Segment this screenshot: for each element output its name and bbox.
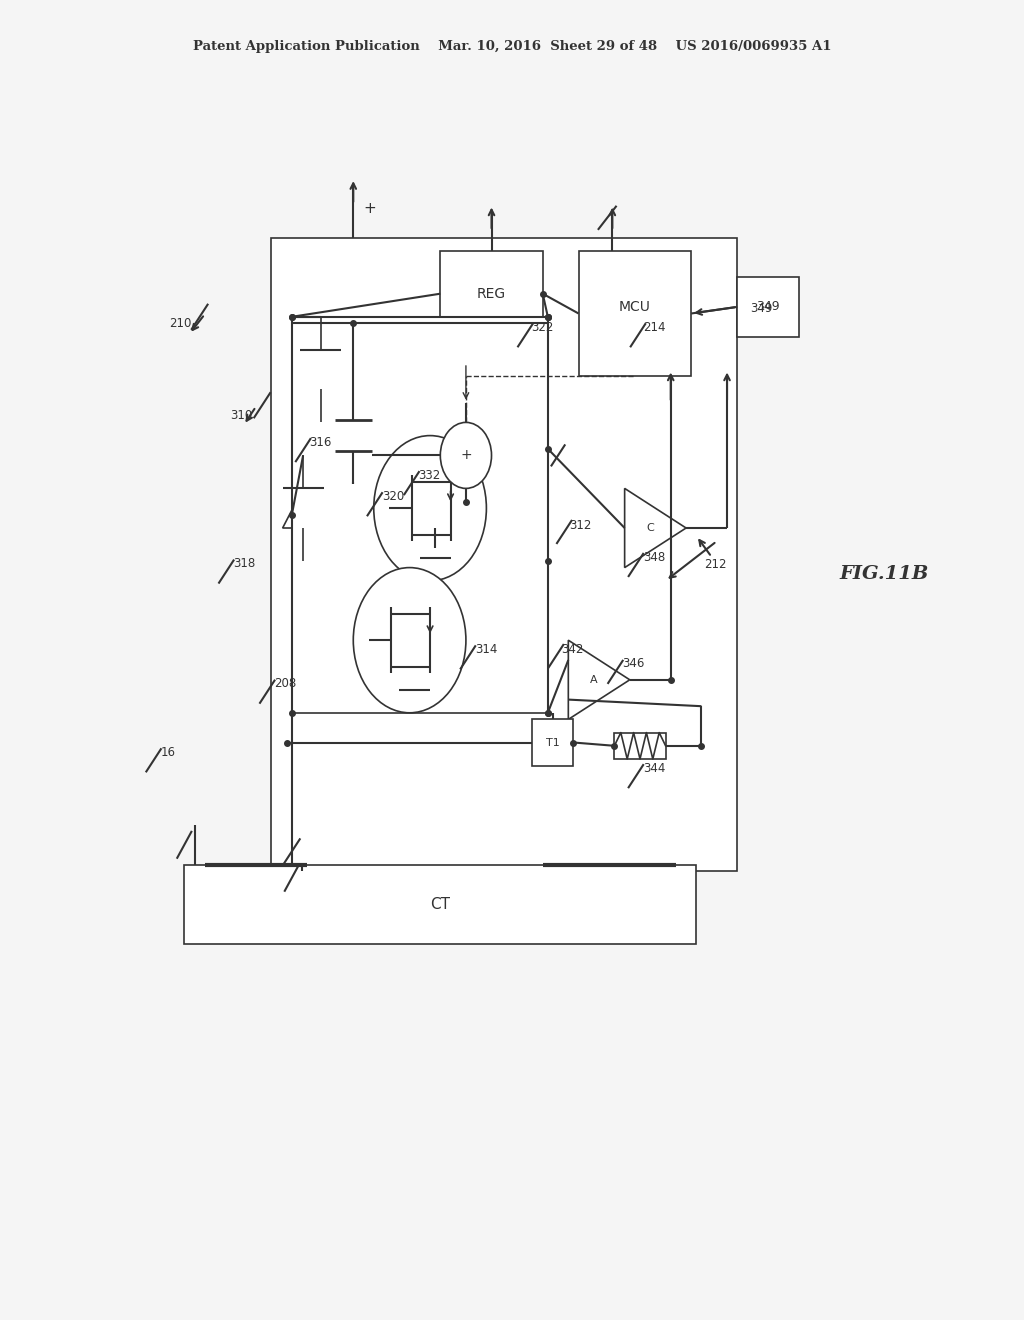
- Bar: [579, 251, 691, 376]
- Bar: [292, 317, 548, 713]
- Text: REG: REG: [477, 286, 506, 301]
- Text: Patent Application Publication    Mar. 10, 2016  Sheet 29 of 48    US 2016/00699: Patent Application Publication Mar. 10, …: [193, 40, 831, 53]
- Circle shape: [353, 568, 466, 713]
- Text: C: C: [646, 523, 654, 533]
- Text: 342: 342: [561, 643, 584, 656]
- Bar: [440, 251, 543, 337]
- Bar: [614, 733, 666, 759]
- Text: MCU: MCU: [618, 300, 651, 314]
- Text: +: +: [460, 449, 472, 462]
- Text: CT: CT: [430, 896, 451, 912]
- Text: 332: 332: [418, 469, 440, 482]
- Text: FIG.11B: FIG.11B: [840, 565, 929, 583]
- Text: 320: 320: [382, 490, 404, 503]
- Bar: [737, 277, 799, 337]
- Text: 316: 316: [309, 436, 332, 449]
- Text: 348: 348: [643, 550, 666, 564]
- Bar: [532, 719, 573, 766]
- Text: 314: 314: [475, 643, 498, 656]
- Text: +: +: [364, 201, 376, 216]
- Polygon shape: [625, 488, 686, 568]
- Text: 349: 349: [756, 301, 780, 313]
- Bar: [271, 238, 737, 871]
- Text: 208: 208: [274, 677, 297, 690]
- Text: 212: 212: [705, 558, 727, 572]
- Text: 318: 318: [233, 557, 256, 570]
- Bar: [184, 865, 696, 944]
- Text: 312: 312: [569, 519, 592, 532]
- Polygon shape: [568, 640, 630, 719]
- Text: 214: 214: [643, 321, 666, 334]
- Text: 210: 210: [169, 317, 191, 330]
- Text: T1: T1: [546, 738, 560, 747]
- Text: A: A: [590, 675, 598, 685]
- Text: 16: 16: [161, 746, 176, 759]
- Circle shape: [374, 436, 486, 581]
- Text: 322: 322: [531, 321, 554, 334]
- Text: 344: 344: [643, 762, 666, 775]
- Text: 346: 346: [623, 657, 645, 671]
- Text: 349: 349: [751, 302, 773, 315]
- Circle shape: [440, 422, 492, 488]
- Text: 310: 310: [230, 409, 253, 422]
